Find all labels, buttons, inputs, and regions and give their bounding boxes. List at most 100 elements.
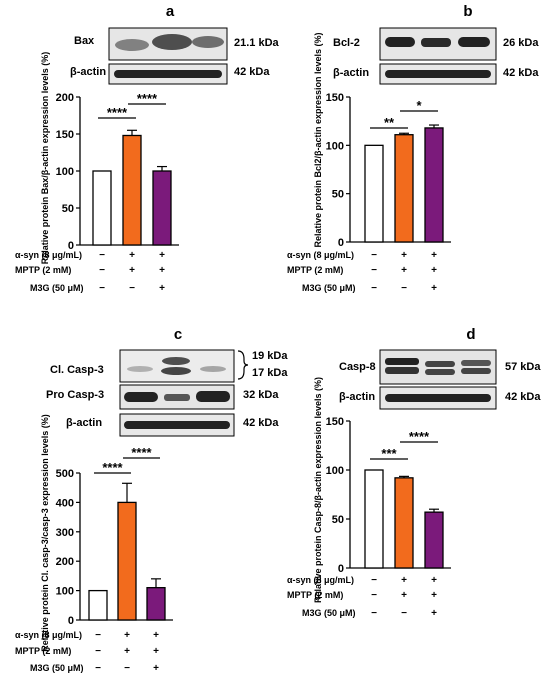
panel-d: d Casp-8 57 kDa β-actin 42 kDa Relative …: [275, 325, 550, 680]
treatment-sign: +: [129, 250, 135, 261]
blot-size-label: 42 kDa: [503, 67, 539, 79]
y-axis-label: Relative protein Casp-8/β-actin expressi…: [313, 377, 323, 603]
treatment-sign: +: [401, 250, 407, 261]
western-blot-image: [379, 27, 497, 85]
significance-label: ****: [409, 429, 430, 444]
western-blot-image: [379, 349, 497, 410]
treatment-sign: +: [431, 575, 437, 586]
y-tick-label: 0: [68, 240, 74, 252]
bar: [122, 134, 142, 246]
y-tick-label: 100: [326, 140, 344, 152]
panel-letter-a: a: [166, 3, 175, 20]
y-tick-label: 0: [68, 615, 74, 627]
y-tick-label: 150: [326, 92, 344, 104]
blot-protein-label: Casp-8: [339, 361, 376, 373]
significance-label: ****: [102, 460, 123, 475]
treatment-sign: −: [371, 283, 377, 294]
western-blot-image: [119, 349, 249, 437]
treatment-sign: −: [371, 575, 377, 586]
blot-size-label: 21.1 kDa: [234, 37, 280, 49]
y-tick-label: 100: [326, 465, 344, 477]
treatment-sign: +: [129, 265, 135, 276]
y-tick-label: 300: [56, 527, 74, 539]
blot-size-label: 57 kDa: [505, 361, 541, 373]
blot-protein-label: Bcl-2: [333, 37, 360, 49]
blot-protein-label: β-actin: [339, 391, 375, 403]
treatment-label: MPTP (2 mM): [287, 265, 343, 275]
treatment-sign: +: [153, 630, 159, 641]
bar: [117, 501, 137, 621]
treatment-label: MPTP (2 mM): [15, 646, 71, 656]
bar: [424, 511, 444, 569]
treatment-label: α-syn (8 μg/mL): [287, 575, 354, 585]
treatment-sign: −: [95, 630, 101, 641]
treatment-label: MPTP (2 mM): [15, 265, 71, 275]
treatment-sign: +: [159, 265, 165, 276]
blot-protein-label: Pro Casp-3: [46, 389, 104, 401]
blot-size-label: 19 kDa: [252, 350, 288, 362]
y-axis-label: Relative protein Bax/β-actin expression …: [40, 52, 50, 265]
treatment-label: M3G (50 μM): [302, 608, 356, 618]
panel-letter-c: c: [174, 326, 182, 343]
y-tick-label: 0: [338, 563, 344, 575]
treatment-sign: −: [95, 646, 101, 657]
bar: [364, 144, 384, 243]
treatment-sign: +: [431, 250, 437, 261]
blot-size-label: 32 kDa: [243, 389, 279, 401]
chart-b: b Bcl-2 26 kDa β-actin 42 kDa Relative p…: [287, 3, 539, 294]
blot-protein-label: Cl. Casp-3: [50, 364, 104, 376]
y-tick-label: 200: [56, 92, 74, 104]
blot-size-label: 42 kDa: [505, 391, 541, 403]
panel-a: a Bax 21.1 kDa β-actin 42 kDa Relative p…: [0, 0, 280, 330]
significance-label: ****: [107, 105, 128, 120]
y-tick-label: 100: [56, 586, 74, 598]
treatment-label: M3G (50 μM): [30, 663, 84, 673]
blot-protein-label: β-actin: [66, 417, 102, 429]
treatment-label: M3G (50 μM): [302, 283, 356, 293]
y-tick-label: 0: [338, 237, 344, 249]
western-blot-image: [108, 27, 228, 85]
bar: [394, 134, 414, 243]
treatment-sign: +: [124, 630, 130, 641]
treatment-sign: −: [99, 283, 105, 294]
treatment-sign: +: [431, 283, 437, 294]
treatment-sign: +: [401, 590, 407, 601]
chart-a: a Bax 21.1 kDa β-actin 42 kDa Relative p…: [15, 3, 280, 294]
panel-b: b Bcl-2 26 kDa β-actin 42 kDa Relative p…: [275, 0, 550, 330]
significance-label: ****: [131, 445, 152, 460]
chart-c: c Cl. Casp-3 19 kDa 17 kDa Pro Casp-3 32…: [15, 326, 288, 674]
treatment-label: α-syn (8 μg/mL): [15, 630, 82, 640]
y-tick-label: 400: [56, 497, 74, 509]
significance-label: *: [416, 98, 422, 113]
panel-c: c Cl. Casp-3 19 kDa 17 kDa Pro Casp-3 32…: [0, 325, 288, 680]
treatment-sign: −: [401, 608, 407, 619]
panel-letter-d: d: [466, 326, 475, 343]
blot-protein-label: β-actin: [70, 66, 106, 78]
treatment-sign: +: [431, 608, 437, 619]
treatment-sign: −: [371, 265, 377, 276]
treatment-label: α-syn (8 μg/mL): [287, 250, 354, 260]
treatment-sign: −: [95, 663, 101, 674]
y-axis-label: Relative protein Bcl2/β-actin expression…: [313, 32, 323, 247]
treatment-sign: −: [371, 590, 377, 601]
bar: [394, 477, 414, 569]
y-tick-label: 50: [332, 189, 344, 201]
treatment-label: MPTP (2 mM): [287, 590, 343, 600]
y-tick-label: 200: [56, 556, 74, 568]
bar: [88, 589, 108, 621]
treatment-sign: −: [401, 283, 407, 294]
blot-protein-label: β-actin: [333, 67, 369, 79]
y-tick-label: 500: [56, 468, 74, 480]
significance-label: ***: [381, 446, 397, 461]
significance-label: **: [384, 115, 395, 130]
panel-letter-b: b: [463, 3, 472, 20]
bar: [152, 170, 172, 246]
y-tick-label: 50: [62, 203, 74, 215]
treatment-sign: −: [124, 663, 130, 674]
treatment-sign: −: [99, 250, 105, 261]
bar: [146, 587, 166, 621]
treatment-sign: +: [401, 575, 407, 586]
y-tick-label: 100: [56, 166, 74, 178]
treatment-sign: +: [124, 646, 130, 657]
bar: [92, 170, 112, 246]
